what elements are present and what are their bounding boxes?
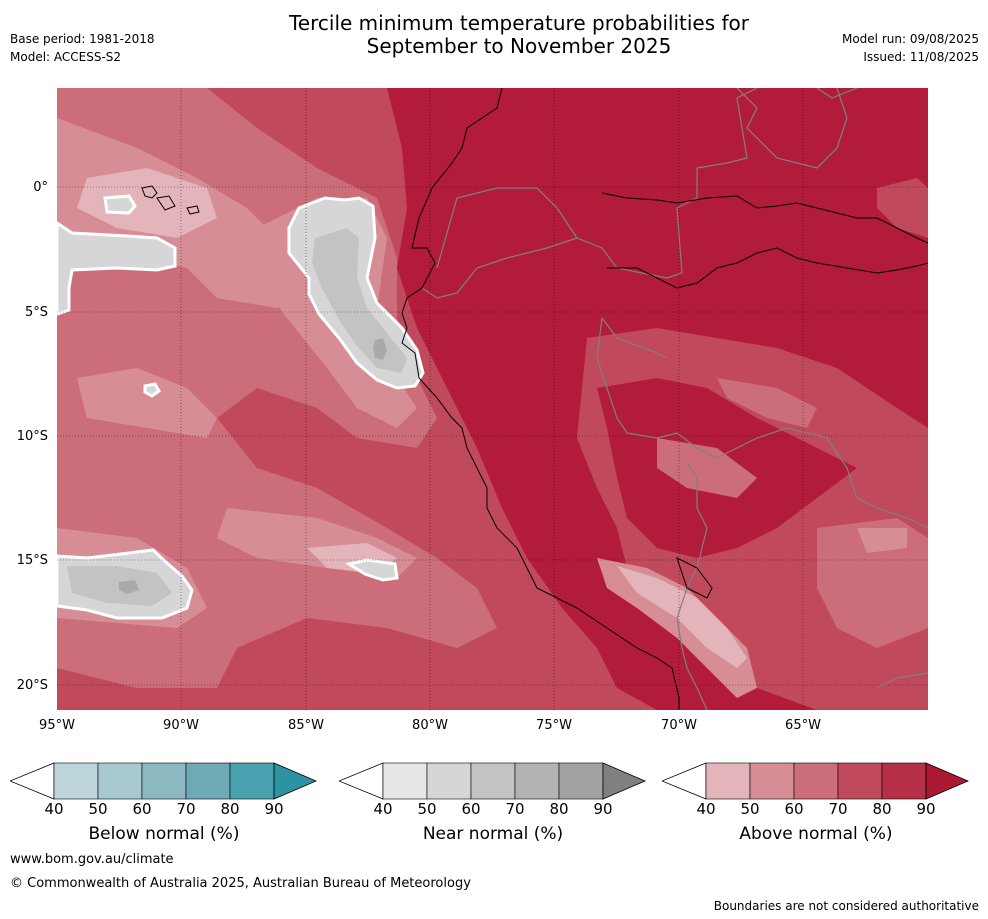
shade-near-60-2 xyxy=(103,194,137,215)
coastline xyxy=(141,88,928,710)
probability-map xyxy=(57,88,928,710)
colorbar-0-swatch-1 xyxy=(97,762,143,800)
colorbar-0-swatch-3 xyxy=(185,762,231,800)
issued-date: Issued: 11/08/2025 xyxy=(863,50,979,64)
lon-label-85w: 85°W xyxy=(288,718,324,733)
colorbar-2-swatch-3 xyxy=(837,762,883,800)
cb-above-tick-70: 70 xyxy=(828,800,848,818)
lon-label-65w: 65°W xyxy=(785,718,821,733)
map-title: Tercile minimum temperature probabilitie… xyxy=(144,12,894,58)
cb-below-tick-90: 90 xyxy=(264,800,284,818)
shade-above-70-land-1 xyxy=(717,378,817,428)
shade-above-70-land-3 xyxy=(817,518,928,648)
colorbar-near-swatches xyxy=(339,762,647,800)
lon-label-80w: 80°W xyxy=(412,718,448,733)
cb-below-tick-50: 50 xyxy=(88,800,108,818)
cb-above-tick-60: 60 xyxy=(784,800,804,818)
title-line-2: September to November 2025 xyxy=(366,34,672,58)
colorbar-2-swatch-4 xyxy=(881,762,927,800)
lon-label-90w: 90°W xyxy=(163,718,199,733)
lon-label-70w: 70°W xyxy=(661,718,697,733)
title-line-1: Tercile minimum temperature probabilitie… xyxy=(288,11,750,35)
copyright-notice: © Commonwealth of Australia 2025, Austra… xyxy=(10,876,471,891)
lon-label-95w: 95°W xyxy=(39,718,75,733)
shade-above-50-land-1 xyxy=(617,566,747,668)
cb-above-tick-40: 40 xyxy=(696,800,716,818)
website-link[interactable]: www.bom.gov.au/climate xyxy=(10,852,174,867)
graticule xyxy=(57,88,928,710)
model-run-date: Model run: 09/08/2025 xyxy=(841,32,979,46)
colorbar-2-swatch-0 xyxy=(705,762,751,800)
shade-above-50-ocean xyxy=(77,168,217,238)
shade-above-60-ocean-3 xyxy=(77,368,217,438)
cb-below-title: Below normal (%) xyxy=(88,824,240,844)
colorbar-2-swatch-5 xyxy=(925,762,970,800)
colorbar-above-swatches xyxy=(662,762,970,800)
colorbar-0-swatch-5 xyxy=(273,762,318,800)
colorbar-0-swatch-0 xyxy=(53,762,99,800)
lat-label-15s: 15°S xyxy=(16,553,48,568)
cb-near-tick-60: 60 xyxy=(461,800,481,818)
colorbar-below-normal: 40 50 60 70 80 90 Below normal (%) xyxy=(10,762,318,844)
colorbar-above-normal: 40 50 60 70 80 90 Above normal (%) xyxy=(662,762,970,844)
lat-label-5s: 5°S xyxy=(24,305,48,320)
cb-near-tick-50: 50 xyxy=(417,800,437,818)
cb-near-tick-40: 40 xyxy=(373,800,393,818)
lat-label-10s: 10°S xyxy=(16,429,48,444)
model-name: Model: ACCESS-S2 xyxy=(10,50,122,64)
colorbar-0-swatch-2 xyxy=(141,762,187,800)
colorbar-0-swatch-4 xyxy=(229,762,275,800)
colorbar-1-swatch-2 xyxy=(470,762,516,800)
shade-near-60-1 xyxy=(57,221,177,316)
colorbar-near-normal: 40 50 60 70 80 90 Near normal (%) xyxy=(339,762,647,844)
cb-below-tick-60: 60 xyxy=(132,800,152,818)
cb-below-tick-70: 70 xyxy=(176,800,196,818)
shade-near-80-1 xyxy=(373,338,387,360)
lat-label-0: 0° xyxy=(33,180,48,195)
cb-above-tick-80: 80 xyxy=(872,800,892,818)
cb-below-tick-80: 80 xyxy=(220,800,240,818)
cb-near-tick-70: 70 xyxy=(505,800,525,818)
map-canvas xyxy=(57,88,928,710)
cb-above-tick-90: 90 xyxy=(916,800,936,818)
shade-near-60-6 xyxy=(143,382,161,398)
lon-label-75w: 75°W xyxy=(536,718,572,733)
boundaries-disclaimer: Boundaries are not considered authoritat… xyxy=(713,899,979,913)
base-period: Base period: 1981-2018 xyxy=(10,32,155,46)
colorbar-1-swatch-5 xyxy=(602,762,647,800)
cb-above-title: Above normal (%) xyxy=(739,824,893,844)
colorbar-1-swatch-0 xyxy=(382,762,428,800)
colorbar-below-swatches xyxy=(10,762,318,800)
cb-below-tick-40: 40 xyxy=(44,800,64,818)
shade-near-80-2 xyxy=(119,580,139,594)
cb-near-title: Near normal (%) xyxy=(422,824,564,844)
shade-above-80-amazon xyxy=(877,178,928,238)
shade-above-70-land-2 xyxy=(657,438,757,498)
shade-above-60-land-1 xyxy=(857,528,907,553)
colorbar-1-swatch-4 xyxy=(558,762,604,800)
shade-near-70-1 xyxy=(312,228,407,373)
colorbar-2-swatch-2 xyxy=(793,762,839,800)
lat-label-20s: 20°S xyxy=(16,678,48,693)
cb-near-tick-80: 80 xyxy=(549,800,569,818)
colorbar-1-swatch-3 xyxy=(514,762,560,800)
colorbar-1-swatch-1 xyxy=(426,762,472,800)
cb-near-tick-90: 90 xyxy=(593,800,613,818)
cb-above-tick-50: 50 xyxy=(740,800,760,818)
colorbar-2-swatch-1 xyxy=(749,762,795,800)
